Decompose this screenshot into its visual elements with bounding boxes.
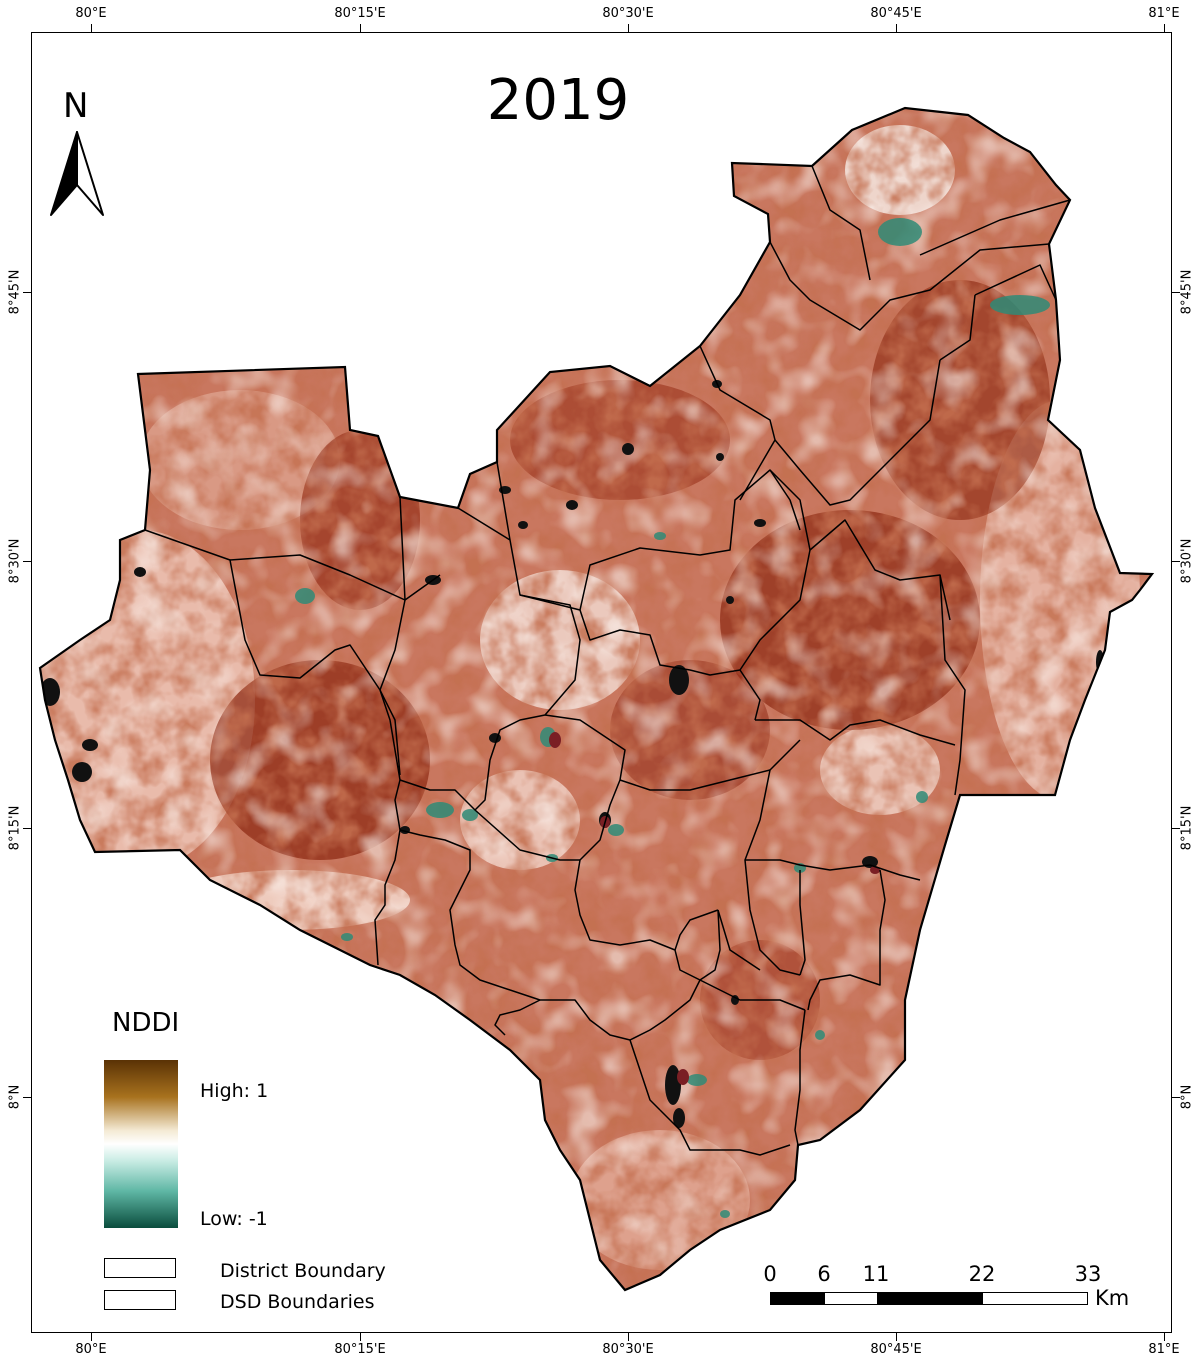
- coord-top-2: 80°30'E: [602, 6, 654, 21]
- tick-top-3: [896, 24, 897, 32]
- tick-top-4: [1164, 24, 1165, 32]
- scale-segment-3: [877, 1293, 983, 1304]
- tick-bottom-1: [360, 1333, 361, 1341]
- tick-left-3: [23, 1097, 31, 1098]
- scale-tick-1: 6: [817, 1262, 831, 1286]
- tick-bottom-0: [91, 1333, 92, 1341]
- coord-bottom-0: 80°E: [75, 1342, 107, 1357]
- tick-top-0: [91, 24, 92, 32]
- legend-high-label: High: 1: [200, 1080, 269, 1102]
- scale-bar: [770, 1292, 1088, 1305]
- coord-bottom-4: 81°E: [1148, 1342, 1180, 1357]
- coord-top-3: 80°45'E: [870, 6, 922, 21]
- dsd-boundaries-swatch: [104, 1290, 176, 1310]
- map-title: 2019: [486, 68, 630, 133]
- tick-right-1: [1172, 561, 1180, 562]
- scale-tick-3: 22: [968, 1262, 996, 1286]
- tick-bottom-3: [896, 1333, 897, 1341]
- north-label: N: [63, 86, 89, 126]
- tick-top-1: [360, 24, 361, 32]
- coord-bottom-1: 80°15'E: [334, 1342, 386, 1357]
- tick-top-2: [628, 24, 629, 32]
- legend-item-district-boundary: District Boundary: [220, 1260, 386, 1282]
- scale-tick-4: 33: [1074, 1262, 1102, 1286]
- tick-right-0: [1172, 292, 1180, 293]
- north-arrow-icon: [50, 131, 104, 216]
- coord-bottom-2: 80°30'E: [602, 1342, 654, 1357]
- legend-title: NDDI: [112, 1008, 180, 1038]
- coord-top-0: 80°E: [75, 6, 107, 21]
- legend-item-dsd-boundaries: DSD Boundaries: [220, 1291, 375, 1313]
- legend-low-label: Low: -1: [200, 1208, 268, 1230]
- scale-tick-2: 11: [862, 1262, 890, 1286]
- coord-top-1: 80°15'E: [334, 6, 386, 21]
- tick-right-3: [1172, 1097, 1180, 1098]
- tick-left-0: [23, 292, 31, 293]
- tick-right-2: [1172, 828, 1180, 829]
- scale-tick-0: 0: [763, 1262, 777, 1286]
- tick-bottom-4: [1164, 1333, 1165, 1341]
- tick-left-1: [23, 561, 31, 562]
- tick-bottom-2: [628, 1333, 629, 1341]
- coord-top-4: 81°E: [1148, 6, 1180, 21]
- nddi-color-ramp: [104, 1060, 178, 1228]
- scale-segment-4: [983, 1293, 1086, 1304]
- coord-bottom-3: 80°45'E: [870, 1342, 922, 1357]
- tick-left-2: [23, 828, 31, 829]
- scale-segment-2: [825, 1293, 877, 1304]
- scale-segment-1: [771, 1293, 825, 1304]
- scale-unit: Km: [1095, 1286, 1130, 1310]
- district-boundary-swatch: [104, 1258, 176, 1278]
